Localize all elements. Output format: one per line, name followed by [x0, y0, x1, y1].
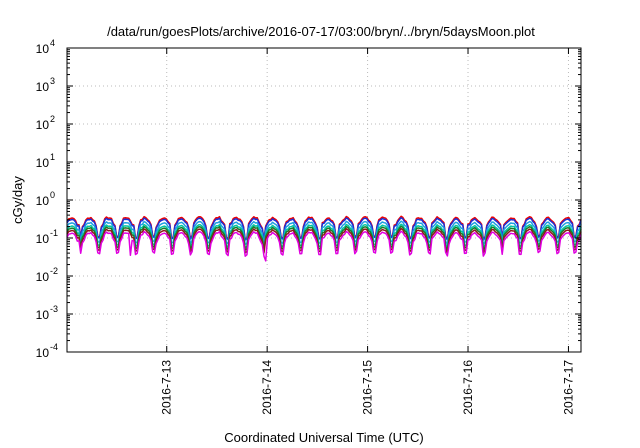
y-tick-label: 10 -3 [36, 304, 58, 322]
y-tick-exponent: -3 [50, 304, 58, 314]
x-tick-label: 2016-7-14 [260, 360, 274, 415]
y-axis-label: cGy/day [10, 176, 25, 224]
x-tick-label: 2016-7-15 [361, 360, 375, 415]
y-tick-label: 10 -4 [36, 342, 58, 360]
y-tick-exponent: 2 [50, 114, 55, 124]
y-tick-label: 10 -2 [36, 266, 58, 284]
series-line [66, 230, 582, 262]
y-tick-label: 10 4 [36, 38, 55, 56]
y-tick-base: 10 [36, 346, 50, 360]
y-tick-exponent: 0 [50, 190, 55, 200]
y-tick-base: 10 [36, 156, 50, 170]
y-tick-base: 10 [36, 194, 50, 208]
x-axis: 2016-7-13 2016-7-14 2016-7-15 2016-7-16 2016… [160, 48, 575, 415]
y-tick-label: 10 0 [36, 190, 55, 208]
y-tick-exponent: -2 [50, 266, 58, 276]
y-tick-exponent: 3 [50, 76, 55, 86]
x-tick-label: 2016-7-16 [461, 360, 475, 415]
y-tick-base: 10 [36, 232, 50, 246]
y-tick-base: 10 [36, 80, 50, 94]
x-tick-label: 2016-7-17 [561, 360, 575, 415]
y-tick-exponent: -1 [50, 228, 58, 238]
x-tick-label: 2016-7-13 [160, 360, 174, 415]
y-tick-label: 10 2 [36, 114, 55, 132]
y-tick-exponent: 1 [50, 152, 55, 162]
grid-lines [67, 48, 581, 352]
y-tick-base: 10 [36, 308, 50, 322]
y-tick-label: 10 -1 [36, 228, 58, 246]
y-tick-label: 10 1 [36, 152, 55, 170]
y-tick-exponent: 4 [50, 38, 55, 48]
chart-title: /data/run/goesPlots/archive/2016-07-17/0… [107, 24, 535, 39]
y-tick-label: 10 3 [36, 76, 55, 94]
y-tick-base: 10 [36, 118, 50, 132]
y-tick-base: 10 [36, 270, 50, 284]
series-group [66, 215, 582, 262]
x-axis-label: Coordinated Universal Time (UTC) [224, 430, 423, 445]
y-tick-base: 10 [36, 42, 50, 56]
y-tick-exponent: -4 [50, 342, 58, 352]
